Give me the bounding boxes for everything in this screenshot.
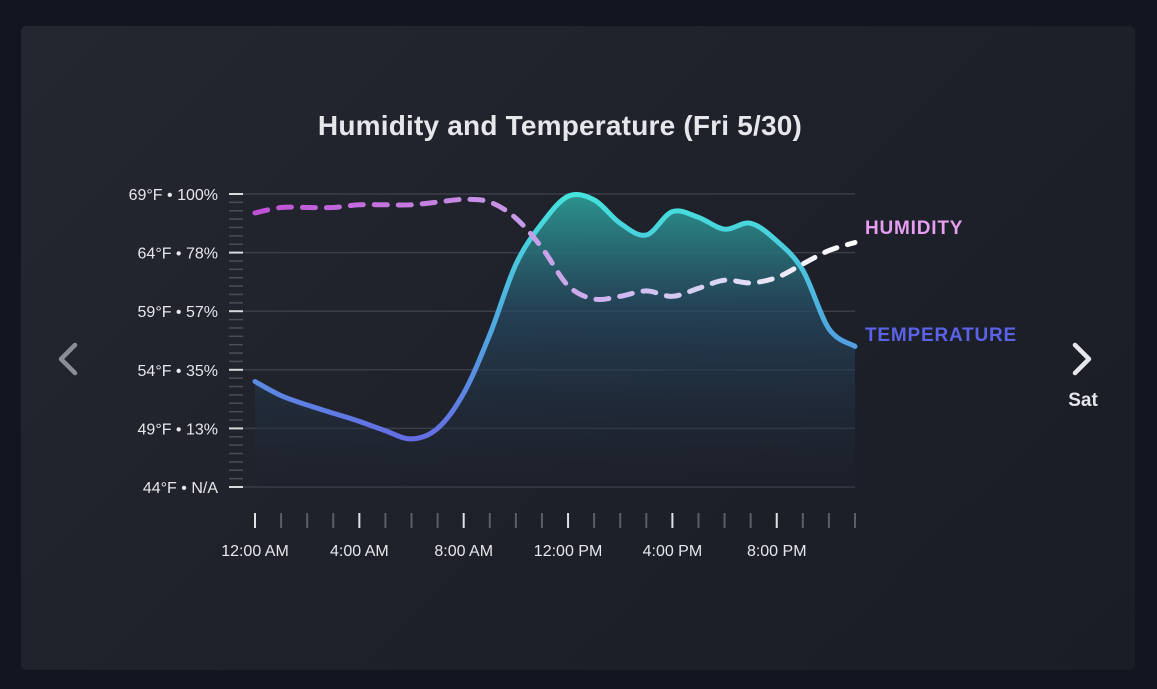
y-tick-label: 49°F • 13% (138, 421, 218, 438)
y-tick-label: 59°F • 57% (138, 304, 218, 321)
x-tick-label: 4:00 AM (330, 543, 389, 560)
x-tick-label: 8:00 AM (434, 543, 493, 560)
x-axis: 12:00 AM 4:00 AM 8:00 AM 12:00 PM 4:00 PM 8:0… (221, 513, 856, 560)
y-axis: 69°F • 100% 64°F • 78% 59°F • 57% 54°F • 35… (129, 187, 243, 497)
y-tick-label: 44°F • N/A (143, 480, 218, 497)
y-tick-label: 69°F • 100% (129, 187, 218, 204)
x-tick-label: 12:00 PM (534, 543, 602, 560)
x-tick-label: 12:00 AM (221, 543, 289, 560)
temperature-line (252, 192, 858, 442)
temperature-area (255, 194, 855, 487)
x-tick-label: 4:00 PM (643, 543, 703, 560)
temperature-series-label: TEMPERATURE (865, 325, 1017, 346)
y-tick-label: 64°F • 78% (138, 246, 218, 263)
chevron-right-icon (1072, 342, 1092, 376)
chevron-left-icon (58, 342, 78, 376)
x-tick-label: 8:00 PM (747, 543, 807, 560)
next-day-label: Sat (1068, 390, 1098, 411)
next-day-button[interactable]: Sat (1058, 335, 1108, 420)
series-labels: HUMIDITY TEMPERATURE (865, 218, 1017, 346)
chart-title: Humidity and Temperature (Fri 5/30) (317, 110, 803, 141)
humidity-series-label: HUMIDITY (865, 218, 963, 239)
humidity-line (252, 196, 858, 303)
y-tick-label: 54°F • 35% (138, 363, 218, 380)
series-layer (252, 192, 858, 487)
prev-day-button[interactable] (48, 335, 88, 385)
